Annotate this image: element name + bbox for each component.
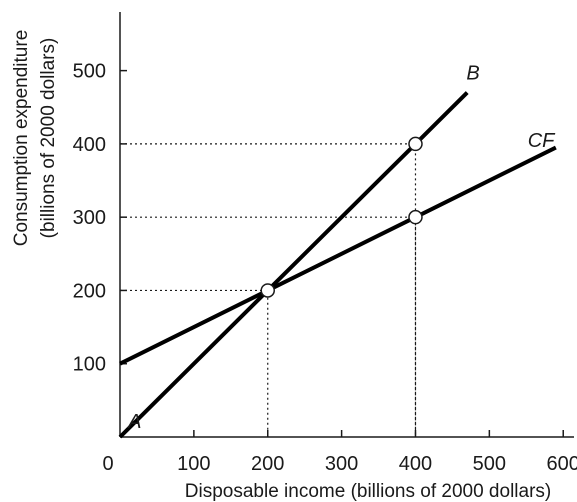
x-tick-label-300: 300 <box>325 453 358 475</box>
x-tick-label-100: 100 <box>177 453 210 475</box>
y-tick-label-300: 300 <box>73 207 106 229</box>
y-tick-label-100: 100 <box>73 354 106 376</box>
origin-label: 0 <box>102 453 113 475</box>
data-points <box>260 136 423 298</box>
x-tick-label-500: 500 <box>473 453 506 475</box>
data-point-1 <box>260 283 275 298</box>
annotation-b: B <box>466 62 479 84</box>
data-point-2 <box>408 209 423 225</box>
series-line-b <box>118 91 469 439</box>
y-axis-title-line1: Consumption expenditure <box>11 30 32 247</box>
annotation-a: A <box>127 411 141 433</box>
guide-line-1 <box>120 289 269 437</box>
axes: 100 200 300 400 500 600 0 100 200 300 400 500 <box>73 12 577 475</box>
x-axis-title: Disposable income (billions of 2000 doll… <box>185 481 551 502</box>
data-point-3 <box>408 136 423 152</box>
x-tick-label-200: 200 <box>251 453 284 475</box>
labels: Disposable income (billions of 2000 doll… <box>11 30 556 502</box>
y-tick-label-500: 500 <box>73 61 106 83</box>
y-tick-label-200: 200 <box>73 280 106 302</box>
series-line-cf <box>119 145 557 366</box>
y-tick-label-400: 400 <box>73 134 106 156</box>
series-lines <box>118 91 557 439</box>
x-tick-label-600: 600 <box>547 453 577 475</box>
annotation-cf: CF <box>528 130 556 152</box>
x-tick-label-400: 400 <box>399 453 432 475</box>
y-axis-title-line2: (billions of 2000 dollars) <box>38 38 59 239</box>
